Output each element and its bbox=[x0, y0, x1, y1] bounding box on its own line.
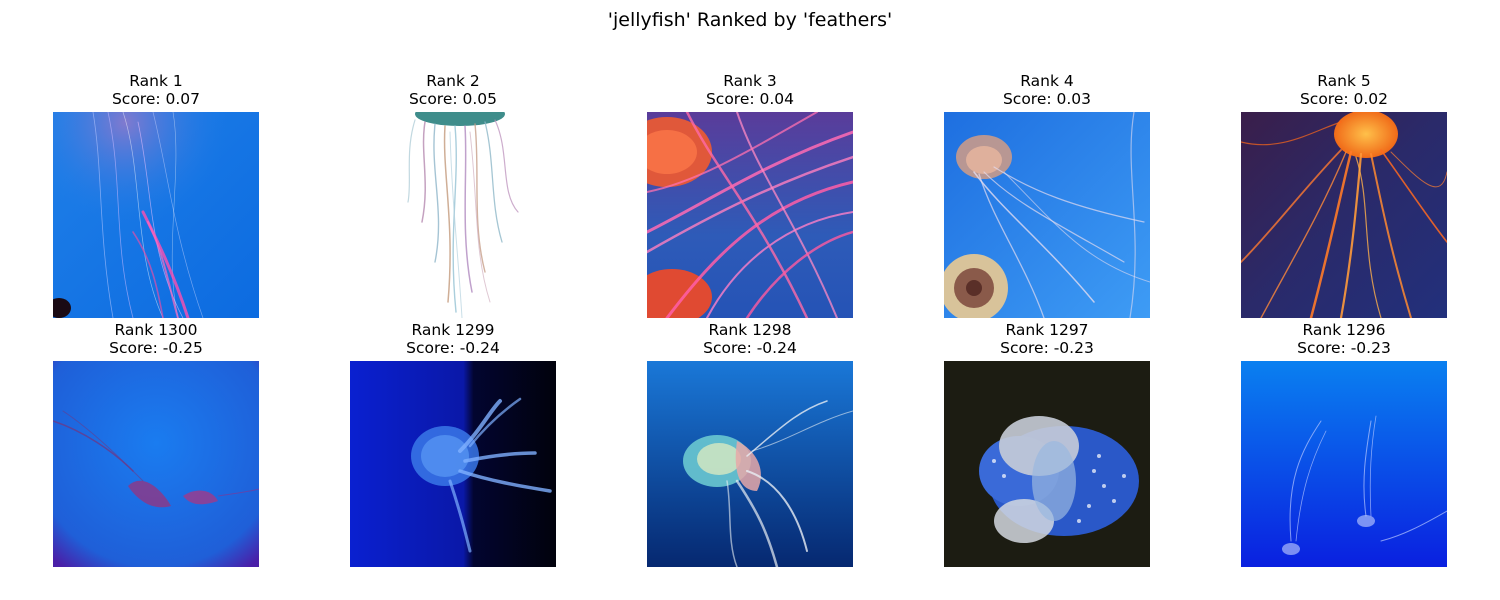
panel-caption: Rank 1300 Score: -0.25 bbox=[0, 321, 319, 357]
jellyfish-image bbox=[944, 112, 1150, 318]
panel-caption: Rank 5 Score: 0.02 bbox=[1181, 72, 1500, 108]
score-label: Score: 0.03 bbox=[1002, 90, 1092, 108]
score-label: Score: 0.02 bbox=[1299, 90, 1389, 108]
rank-label: Rank 5 bbox=[1317, 72, 1371, 90]
rank-label: Rank 1297 bbox=[1005, 321, 1089, 339]
jellyfish-image bbox=[1241, 112, 1447, 318]
jellyfish-image bbox=[350, 361, 556, 567]
score-label: Score: -0.24 bbox=[703, 339, 797, 357]
jellyfish-image bbox=[350, 112, 556, 318]
figure-title: 'jellyfish' Ranked by 'feathers' bbox=[607, 9, 893, 31]
score-label: Score: -0.24 bbox=[406, 339, 500, 357]
jellyfish-image bbox=[53, 112, 259, 318]
panel-caption: Rank 4 Score: 0.03 bbox=[884, 72, 1210, 108]
jellyfish-image bbox=[944, 361, 1150, 567]
panel-caption: Rank 1296 Score: -0.23 bbox=[1181, 321, 1500, 357]
jellyfish-image bbox=[53, 361, 259, 567]
panel-caption: Rank 1 Score: 0.07 bbox=[0, 72, 319, 108]
panel-caption: Rank 1297 Score: -0.23 bbox=[884, 321, 1210, 357]
panel-caption: Rank 3 Score: 0.04 bbox=[587, 72, 913, 108]
score-label: Score: -0.23 bbox=[1297, 339, 1391, 357]
rank-label: Rank 2 bbox=[426, 72, 480, 90]
rank-label: Rank 1299 bbox=[411, 321, 495, 339]
score-label: Score: -0.23 bbox=[1000, 339, 1094, 357]
rank-label: Rank 4 bbox=[1020, 72, 1074, 90]
score-label: Score: 0.04 bbox=[705, 90, 795, 108]
jellyfish-image bbox=[647, 361, 853, 567]
rank-label: Rank 1 bbox=[129, 72, 183, 90]
rank-label: Rank 1296 bbox=[1302, 321, 1386, 339]
rank-label: Rank 1300 bbox=[114, 321, 198, 339]
rank-label: Rank 3 bbox=[723, 72, 777, 90]
rank-label: Rank 1298 bbox=[708, 321, 792, 339]
panel-caption: Rank 1299 Score: -0.24 bbox=[290, 321, 616, 357]
score-label: Score: -0.25 bbox=[109, 339, 203, 357]
score-label: Score: 0.07 bbox=[111, 90, 201, 108]
panel-caption: Rank 1298 Score: -0.24 bbox=[587, 321, 913, 357]
panel-caption: Rank 2 Score: 0.05 bbox=[290, 72, 616, 108]
jellyfish-image bbox=[647, 112, 853, 318]
score-label: Score: 0.05 bbox=[408, 90, 498, 108]
jellyfish-image bbox=[1241, 361, 1447, 567]
